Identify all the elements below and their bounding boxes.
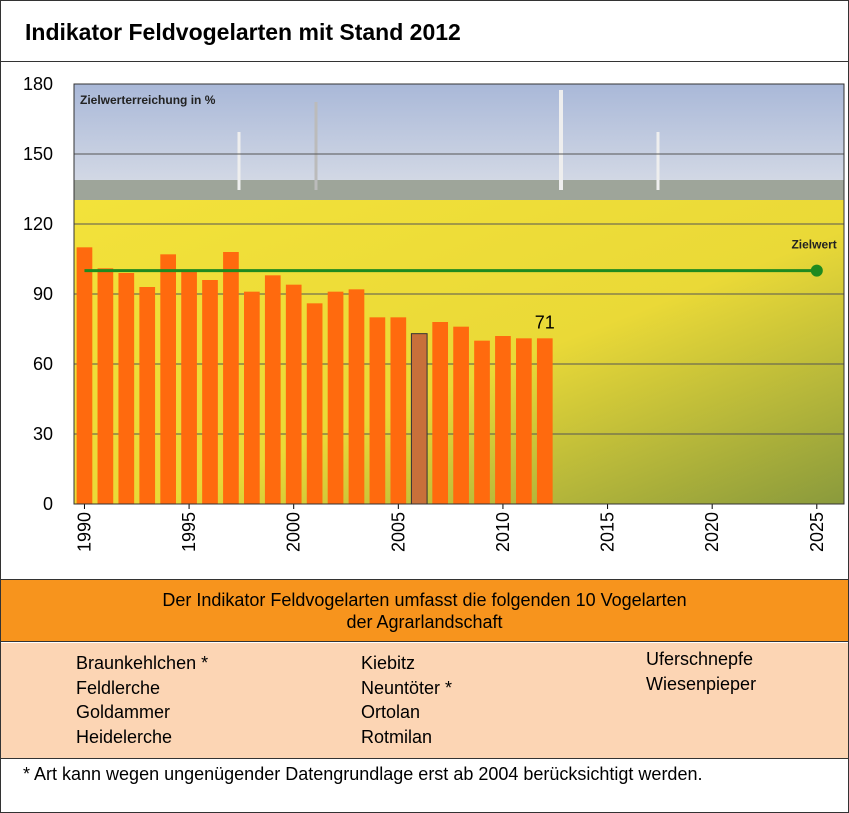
bar [77, 247, 93, 504]
y-tick-label: 60 [33, 354, 53, 374]
heading-line: der Agrarlandschaft [1, 611, 848, 633]
heading-line: Der Indikator Feldvogelarten umfasst die… [1, 589, 848, 611]
x-tick-label: 2015 [598, 512, 618, 552]
species-name: Goldammer [76, 700, 208, 725]
info-heading: Der Indikator Feldvogelarten umfasst die… [1, 579, 848, 642]
target-point [811, 265, 823, 277]
bar [98, 268, 114, 504]
bar [370, 317, 386, 504]
y-tick-label: 120 [23, 214, 53, 234]
bar [453, 327, 469, 504]
bar [390, 317, 406, 504]
bar [307, 303, 323, 504]
y-tick-label: 90 [33, 284, 53, 304]
page: Indikator Feldvogelarten mit Stand 2012 … [0, 0, 849, 813]
bar [537, 338, 553, 504]
x-tick-label: 2020 [702, 512, 722, 552]
bar [265, 275, 281, 504]
bar [474, 341, 490, 504]
bar [202, 280, 218, 504]
bar [223, 252, 239, 504]
y-tick-label: 150 [23, 144, 53, 164]
species-name: Kiebitz [361, 651, 452, 676]
species-name: Uferschnepfe [646, 647, 756, 672]
x-tick-label: 1990 [74, 512, 94, 552]
bar [244, 292, 260, 504]
target-label: Zielwert [791, 238, 836, 252]
footnote: * Art kann wegen ungenügender Datengrund… [23, 763, 813, 785]
bar [516, 338, 532, 504]
y-tick-label: 180 [23, 74, 53, 94]
bar [181, 271, 197, 504]
species-name: Heidelerche [76, 725, 208, 750]
species-name: Feldlerche [76, 676, 208, 701]
species-name: Neuntöter * [361, 676, 452, 701]
value-label: 71 [535, 312, 555, 332]
species-name: Ortolan [361, 700, 452, 725]
page-title: Indikator Feldvogelarten mit Stand 2012 [25, 19, 461, 46]
species-name: Wiesenpieper [646, 672, 756, 697]
species-name: Rotmilan [361, 725, 452, 750]
bar [139, 287, 155, 504]
x-tick-label: 1995 [179, 512, 199, 552]
bar [118, 273, 134, 504]
annotation: Zielwerterreichung in % [80, 93, 216, 107]
x-tick-label: 2025 [807, 512, 827, 552]
x-tick-label: 2010 [493, 512, 513, 552]
x-tick-label: 2005 [388, 512, 408, 552]
bar [286, 285, 302, 504]
bar [349, 289, 365, 504]
y-tick-label: 0 [43, 494, 53, 514]
bar [495, 336, 511, 504]
x-tick-label: 2000 [284, 512, 304, 552]
bar [160, 254, 176, 504]
bar [411, 334, 427, 504]
bar [328, 292, 344, 504]
y-tick-label: 30 [33, 424, 53, 444]
bar [432, 322, 448, 504]
species-name: Braunkehlchen * [76, 651, 208, 676]
chart: 0 30 60 90 120 150 180 1990 1995 2000 2005 2010 2015… [1, 61, 848, 580]
